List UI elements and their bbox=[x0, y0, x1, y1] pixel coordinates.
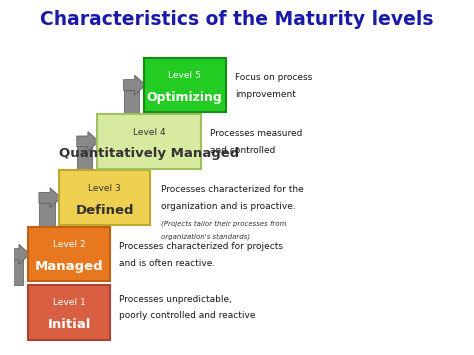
Text: and controlled: and controlled bbox=[210, 146, 276, 155]
Text: Defined: Defined bbox=[75, 204, 134, 217]
Text: Optimizing: Optimizing bbox=[147, 91, 223, 104]
Text: and is often reactive.: and is often reactive. bbox=[119, 258, 215, 268]
Text: (Projects tailor their processes from: (Projects tailor their processes from bbox=[161, 220, 287, 227]
Text: Level 1: Level 1 bbox=[53, 299, 85, 307]
Text: Initial: Initial bbox=[47, 318, 91, 331]
Polygon shape bbox=[124, 85, 139, 114]
Text: Processes characterized for projects: Processes characterized for projects bbox=[119, 242, 283, 251]
Text: improvement: improvement bbox=[235, 89, 296, 99]
Text: Processes characterized for the: Processes characterized for the bbox=[161, 185, 304, 194]
Text: Level 5: Level 5 bbox=[168, 71, 201, 80]
FancyBboxPatch shape bbox=[144, 58, 226, 112]
Polygon shape bbox=[39, 188, 61, 208]
Text: Processes unpredictable,: Processes unpredictable, bbox=[119, 295, 232, 304]
Text: poorly controlled and reactive: poorly controlled and reactive bbox=[119, 311, 255, 321]
Polygon shape bbox=[8, 244, 30, 264]
Polygon shape bbox=[8, 254, 23, 285]
Text: Managed: Managed bbox=[35, 260, 103, 273]
FancyBboxPatch shape bbox=[59, 170, 150, 225]
Text: Level 2: Level 2 bbox=[53, 240, 85, 249]
Text: Level 3: Level 3 bbox=[88, 184, 121, 193]
Text: organization and is proactive.: organization and is proactive. bbox=[161, 202, 296, 211]
Polygon shape bbox=[124, 75, 146, 95]
FancyBboxPatch shape bbox=[28, 285, 110, 339]
Text: Focus on process: Focus on process bbox=[235, 73, 312, 82]
FancyBboxPatch shape bbox=[97, 114, 201, 169]
Polygon shape bbox=[77, 141, 92, 170]
Text: Processes measured: Processes measured bbox=[210, 129, 303, 138]
Text: Quantitatively Managed: Quantitatively Managed bbox=[59, 147, 239, 160]
FancyBboxPatch shape bbox=[28, 227, 110, 282]
Polygon shape bbox=[77, 132, 99, 151]
Text: organization's standards): organization's standards) bbox=[161, 234, 250, 240]
Text: Level 4: Level 4 bbox=[133, 127, 165, 137]
Text: Characteristics of the Maturity levels: Characteristics of the Maturity levels bbox=[40, 10, 434, 29]
Polygon shape bbox=[39, 198, 55, 227]
